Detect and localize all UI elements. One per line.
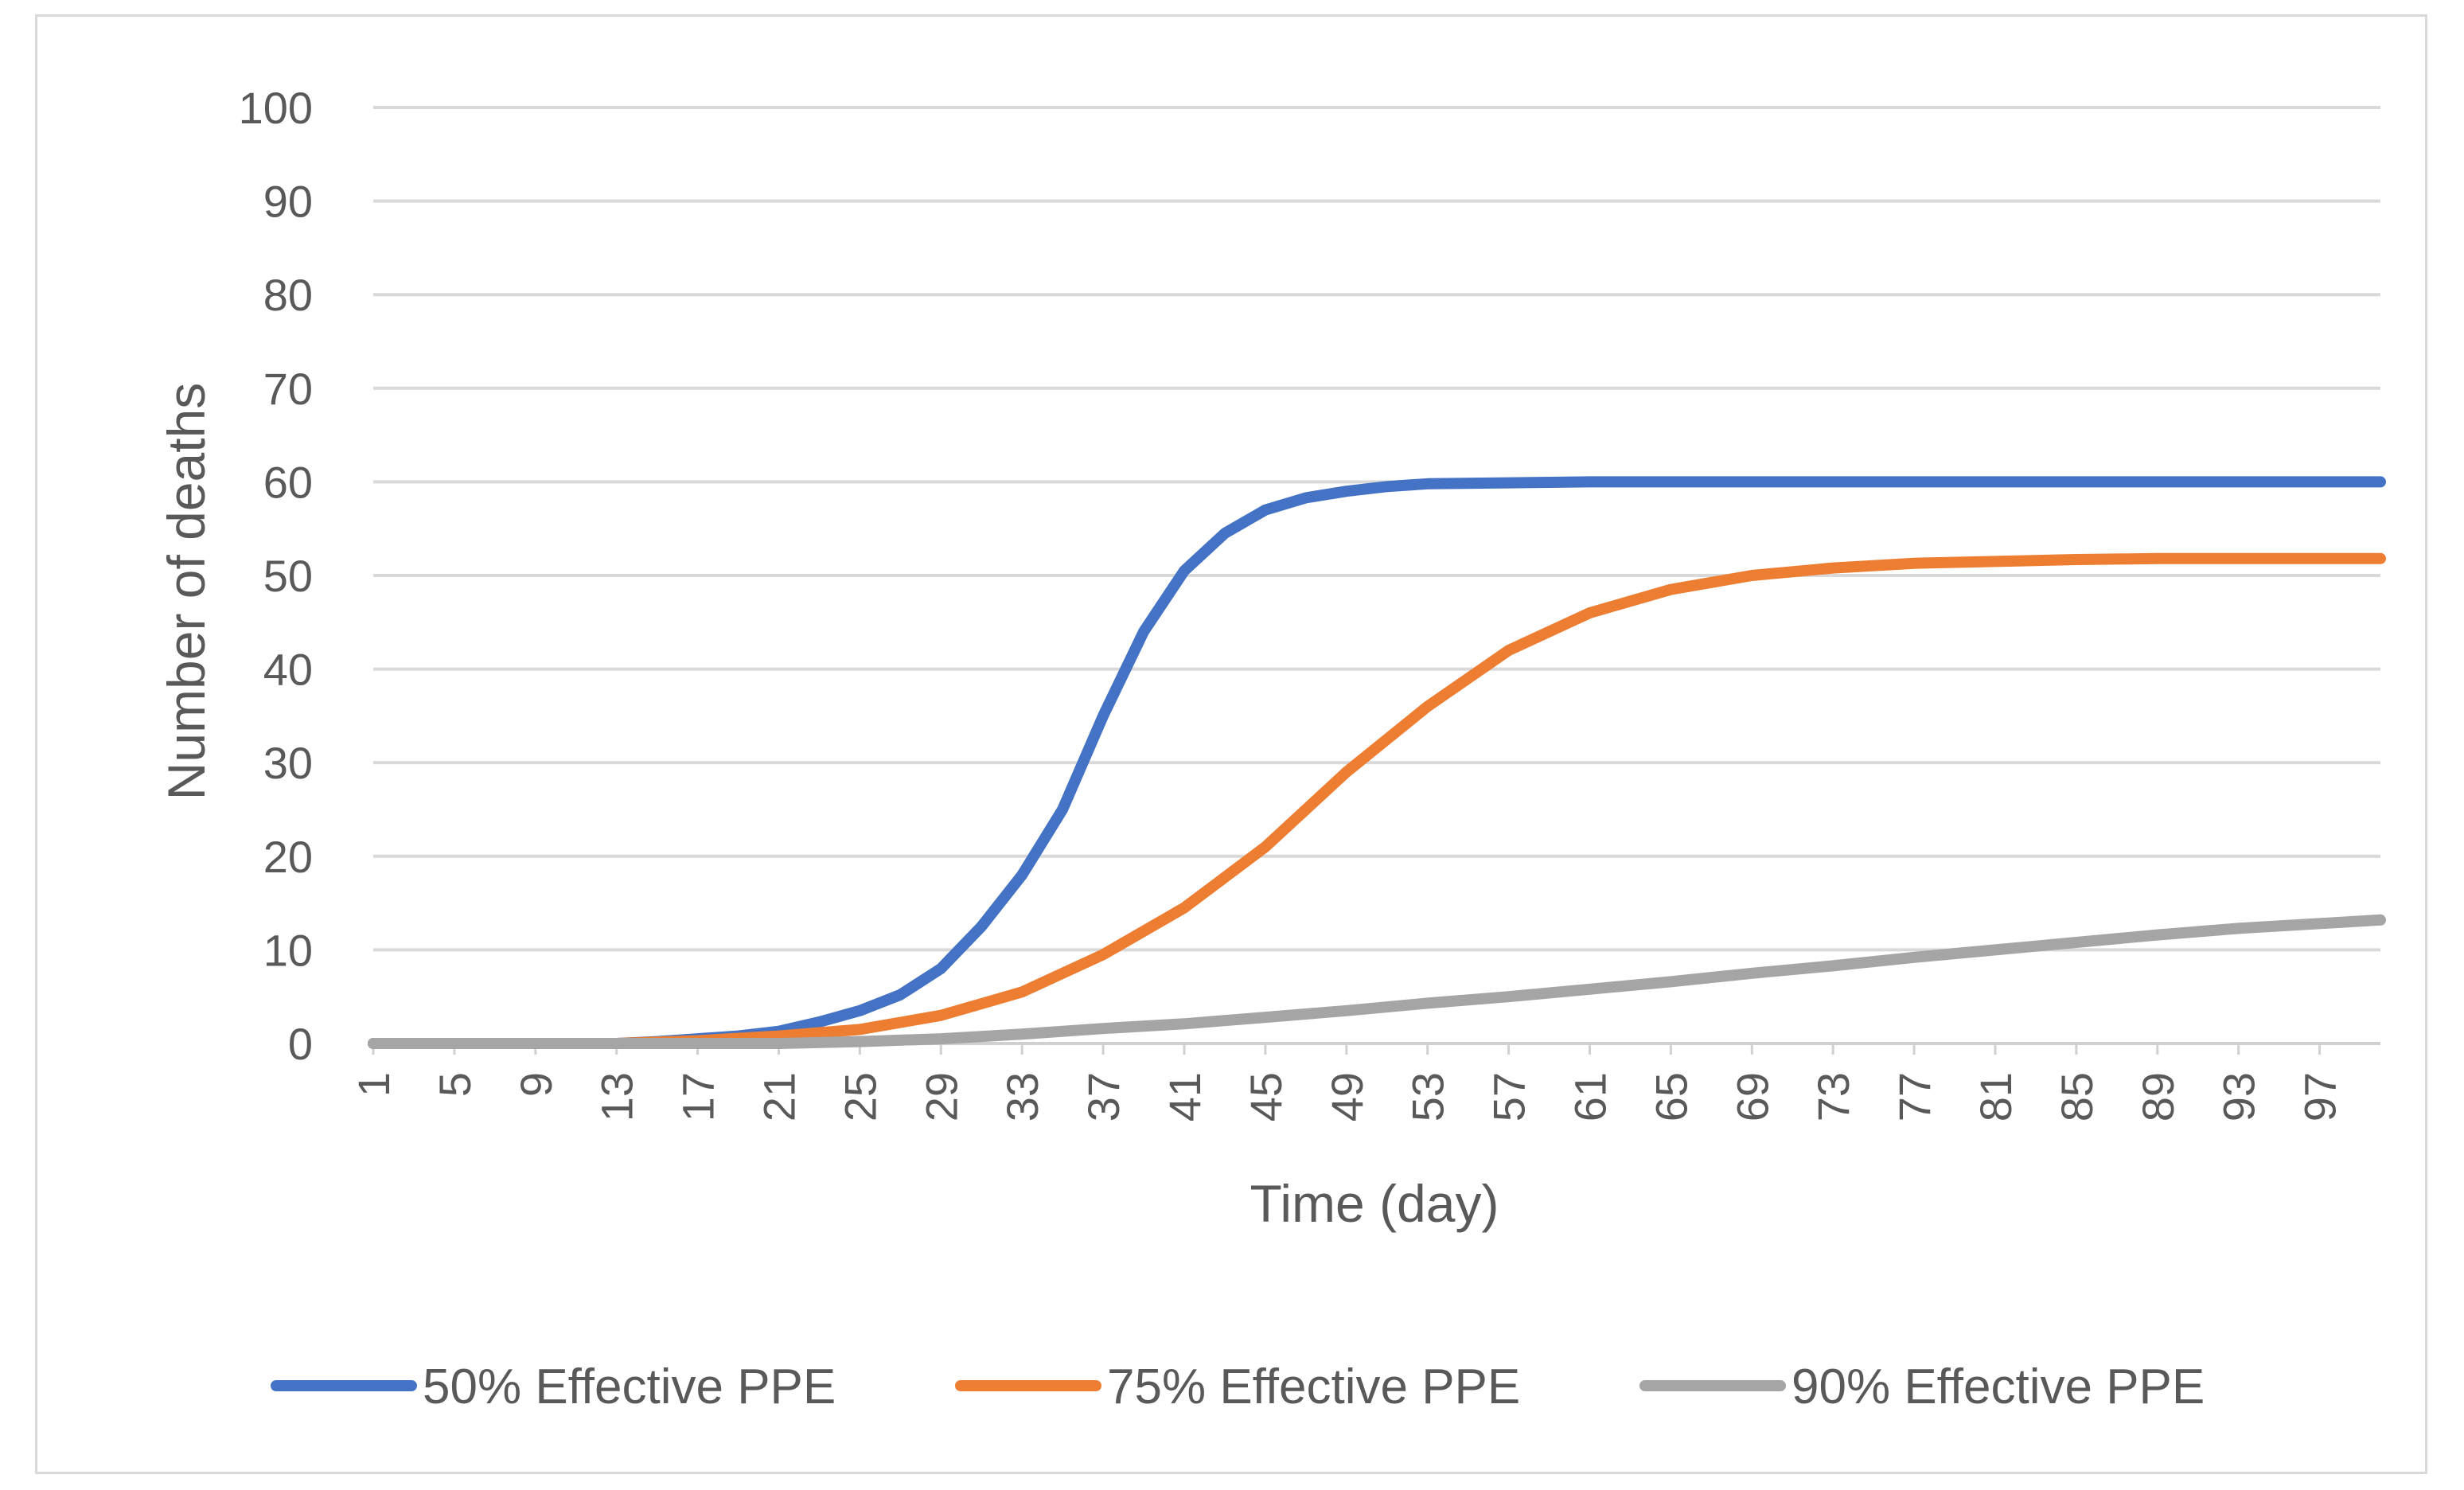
- x-tick-label: 49: [1322, 1072, 1372, 1121]
- chart-area: 0 10 20 30 40 50 60 70 80 90 100 1 5 9 13 17 21 25 29 33 37…: [35, 14, 2427, 1474]
- x-tick-label: 85: [2052, 1072, 2102, 1121]
- y-tick-label: 30: [263, 738, 313, 788]
- y-tick-label: 50: [263, 551, 313, 601]
- chart-svg: 0 10 20 30 40 50 60 70 80 90 100 1 5 9 13 17 21 25 29 33 37…: [157, 83, 2386, 1414]
- series-lines: [368, 476, 2386, 1049]
- legend: 50% Effective PPE 75% Effective PPE 90% Ef…: [271, 1359, 2205, 1414]
- x-tick-label: 33: [997, 1072, 1047, 1121]
- y-tick-label: 20: [263, 832, 313, 882]
- y-tick-label: 10: [263, 925, 313, 975]
- x-tick-label: 81: [1971, 1072, 2021, 1121]
- x-tick-label: 97: [2295, 1072, 2345, 1121]
- x-tick-label: 41: [1160, 1072, 1210, 1121]
- x-tick-label: 53: [1403, 1072, 1453, 1121]
- series-line-2: [368, 552, 2386, 1049]
- legend-label-1: 50% Effective PPE: [423, 1359, 836, 1414]
- y-tick-label: 40: [263, 645, 313, 695]
- x-tick-label: 13: [592, 1072, 642, 1121]
- x-tick-label: 77: [1889, 1072, 1940, 1121]
- x-tick-label: 21: [754, 1072, 804, 1121]
- x-tick-label: 25: [835, 1072, 885, 1121]
- x-tick-label: 1: [349, 1072, 399, 1097]
- y-tick-label: 70: [263, 364, 313, 414]
- x-tick-label: 17: [673, 1072, 723, 1121]
- x-tick-label: 57: [1484, 1072, 1534, 1121]
- y-tick-label: 100: [239, 83, 313, 133]
- x-tick-label: 73: [1808, 1072, 1858, 1121]
- x-tick-label: 69: [1727, 1072, 1777, 1121]
- x-tick-label: 5: [430, 1072, 480, 1097]
- legend-label-2: 75% Effective PPE: [1107, 1359, 1520, 1414]
- x-tick-label: 65: [1646, 1072, 1696, 1121]
- x-axis-tick-labels: 1 5 9 13 17 21 25 29 33 37 41 45 49 53 57 61 65 69 73 77 81 8…: [349, 1043, 2345, 1121]
- x-axis-title: Time (day): [1250, 1174, 1499, 1233]
- x-tick-label: 29: [916, 1072, 966, 1121]
- x-tick-label: 89: [2133, 1072, 2183, 1121]
- series-line-3: [368, 914, 2386, 1049]
- gridlines: [373, 106, 2380, 1045]
- y-tick-label: 60: [263, 457, 313, 507]
- x-tick-label: 37: [1078, 1072, 1129, 1121]
- y-tick-label: 90: [263, 177, 313, 227]
- x-tick-label: 45: [1241, 1072, 1291, 1121]
- x-tick-label: 93: [2214, 1072, 2264, 1121]
- y-axis-title: Number of deaths: [157, 383, 216, 801]
- y-tick-label: 80: [263, 270, 313, 320]
- y-tick-label: 0: [288, 1019, 313, 1069]
- legend-label-3: 90% Effective PPE: [1791, 1359, 2205, 1414]
- x-tick-label: 61: [1565, 1072, 1615, 1121]
- x-tick-label: 9: [511, 1072, 561, 1097]
- y-axis-tick-labels: 0 10 20 30 40 50 60 70 80 90 100: [239, 83, 313, 1069]
